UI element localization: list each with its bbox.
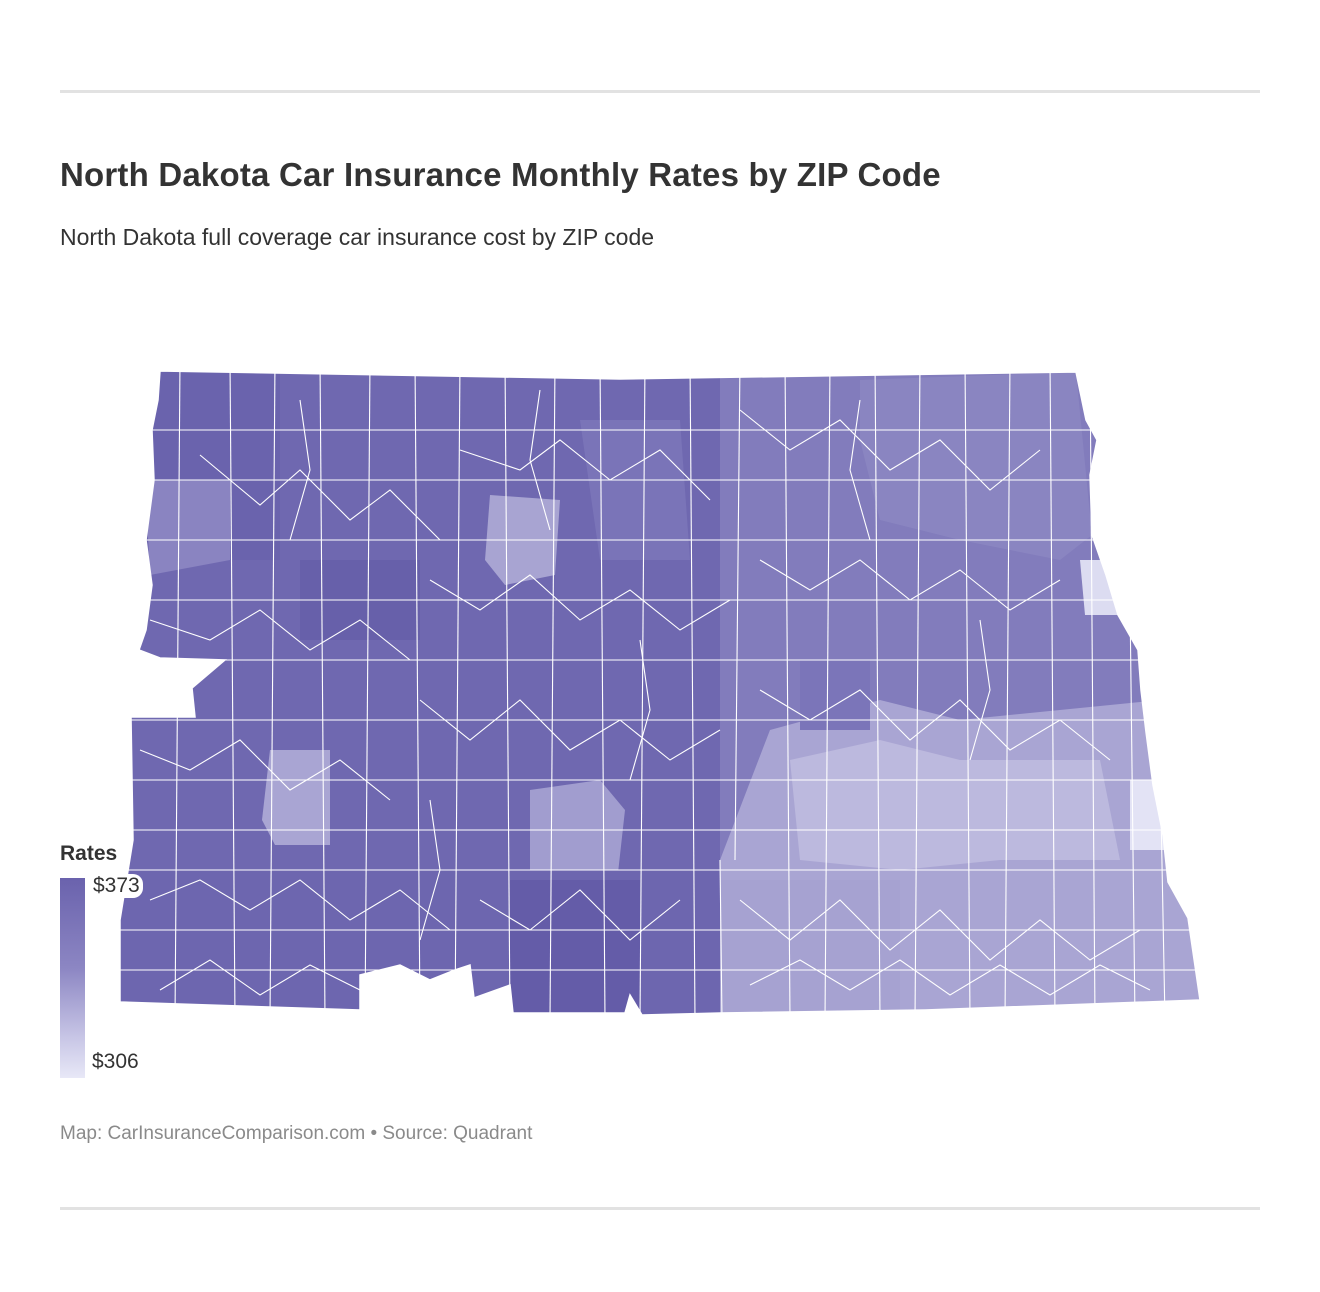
dickinson-area-fill <box>262 750 330 845</box>
source-credit: Map: CarInsuranceComparison.com • Source… <box>60 1123 533 1144</box>
northeast-fill <box>860 372 1092 560</box>
south-central-fill <box>510 880 640 1015</box>
state-outline <box>119 370 1201 1016</box>
top-divider <box>60 90 1260 93</box>
central-east-fill <box>800 660 870 730</box>
legend-title: Rates <box>60 842 118 865</box>
legend-max-label: $373 <box>90 874 143 898</box>
bottom-divider <box>60 1207 1260 1210</box>
legend-color-scale <box>60 878 85 1078</box>
grand-forks-fill <box>1080 560 1118 615</box>
south-east-fill <box>720 880 900 1015</box>
page-subtitle: North Dakota full coverage car insurance… <box>60 224 655 250</box>
page-title: North Dakota Car Insurance Monthly Rates… <box>60 156 941 193</box>
legend-min-label: $306 <box>92 1050 139 1073</box>
central-north-fill <box>580 420 690 560</box>
zip-regions <box>120 371 1200 1015</box>
williston-area-fill <box>145 480 230 575</box>
fargo-area-fill <box>790 740 1120 870</box>
zip-boundaries <box>120 371 1200 1015</box>
